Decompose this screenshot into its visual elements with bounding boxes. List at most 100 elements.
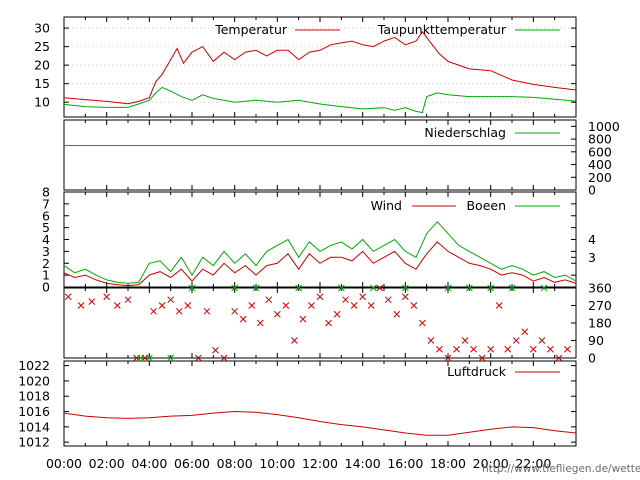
legend-temperatur-label: Temperatur <box>214 22 288 37</box>
y-tick-label-right: 90 <box>588 333 604 348</box>
y-tick-label-right: 1000 <box>588 119 620 134</box>
direction-point <box>512 337 520 344</box>
direction-point <box>461 337 469 344</box>
direction-point <box>384 296 392 304</box>
y-tick-label: 6 <box>42 208 50 223</box>
direction-point <box>158 302 166 309</box>
series-taupunkt <box>63 86 577 114</box>
y-tick-label: 1022 <box>18 358 50 373</box>
y-tick-label-right: 360 <box>588 281 612 296</box>
y-tick-label: 1012 <box>18 435 50 450</box>
direction-point <box>212 346 219 354</box>
direction-point <box>295 284 303 292</box>
legend-luftdruck-label: Luftdruck <box>447 364 507 379</box>
direction-point <box>248 302 256 309</box>
y-tick-label: 25 <box>34 39 50 54</box>
y-tick-label: 30 <box>34 21 50 36</box>
x-tick-label: 08:00 <box>217 456 253 471</box>
direction-point <box>342 296 349 304</box>
y-tick-label-right: 4 <box>588 232 596 247</box>
direction-point <box>508 284 516 292</box>
direction-point <box>137 354 145 362</box>
direction-point <box>401 284 409 292</box>
legend-taupunkt-label: Taupunkttemperatur <box>377 22 507 37</box>
direction-point <box>175 307 183 315</box>
direction-point <box>538 337 546 344</box>
series-temperatur <box>63 30 577 105</box>
direction-point <box>265 296 273 304</box>
y-tick-label-right: 800 <box>588 132 612 147</box>
direction-point <box>444 354 452 362</box>
x-tick-label: 00:00 <box>46 456 82 471</box>
x-tick-label: 04:00 <box>131 456 167 471</box>
y-tick-label: 10 <box>34 95 50 110</box>
y-tick-label: 2 <box>42 256 50 271</box>
direction-point <box>555 354 563 362</box>
x-tick-label: 16:00 <box>387 456 423 471</box>
y-tick-label: 7 <box>42 196 50 211</box>
direction-point <box>564 345 571 353</box>
direction-point <box>367 302 375 309</box>
y-tick-label: 1018 <box>18 389 50 404</box>
x-tick-label: 06:00 <box>174 456 210 471</box>
direction-point <box>273 310 281 318</box>
direction-point <box>359 293 367 301</box>
direction-point <box>487 345 495 353</box>
direction-point <box>308 302 315 309</box>
direction-point <box>77 302 85 309</box>
direction-point <box>465 284 473 292</box>
y-tick-label: 1 <box>42 268 50 283</box>
direction-point <box>504 345 512 353</box>
series-luftdruck <box>63 410 577 436</box>
panel-frame-3 <box>63 287 577 359</box>
y-tick-label: 1014 <box>18 419 50 434</box>
y-tick-label: 0 <box>42 280 50 295</box>
y-tick-label: 3 <box>42 244 50 259</box>
direction-point <box>256 319 264 327</box>
direction-point <box>470 345 477 353</box>
direction-point <box>88 298 96 305</box>
x-tick-label: 22:00 <box>515 456 551 471</box>
direction-point <box>188 284 196 292</box>
series-wind <box>63 241 577 287</box>
direction-point <box>453 345 460 353</box>
legend-wind-label: Wind <box>371 198 402 213</box>
direction-point <box>184 302 192 309</box>
x-tick-label: 14:00 <box>345 456 381 471</box>
y-tick-label: 20 <box>34 58 50 73</box>
direction-point <box>478 354 486 362</box>
direction-point <box>419 319 426 327</box>
direction-point <box>350 302 358 309</box>
direction-point <box>540 284 548 292</box>
direction-point <box>220 354 228 362</box>
legend-niederschlag-label: Niederschlag <box>424 125 506 140</box>
direction-point <box>167 296 175 304</box>
y-tick-label: 4 <box>42 232 50 247</box>
direction-point <box>337 284 345 292</box>
direction-point <box>376 284 384 292</box>
y-tick-label: 8 <box>42 185 50 200</box>
direction-point <box>325 319 332 327</box>
y-tick-label-right: 0 <box>588 351 596 366</box>
direction-point <box>333 310 341 318</box>
direction-point <box>103 293 111 301</box>
y-tick-label-right: 0 <box>588 183 596 198</box>
x-tick-label: 18:00 <box>430 456 466 471</box>
y-tick-label-right: 400 <box>588 157 612 172</box>
x-tick-label: 10:00 <box>259 456 295 471</box>
direction-point <box>124 296 132 304</box>
direction-point <box>239 315 247 323</box>
direction-point <box>145 354 153 362</box>
direction-point <box>393 310 401 318</box>
footer-url[interactable]: http://www.tiefliegen.de/wetter/ <box>482 463 640 475</box>
y-tick-label-right: 270 <box>588 298 612 313</box>
legend-boeen-label: Boeen <box>466 198 506 213</box>
direction-point <box>427 337 435 344</box>
direction-point <box>369 284 377 292</box>
direction-point <box>495 302 503 309</box>
y-tick-label: 1016 <box>18 404 50 419</box>
direction-point <box>252 284 260 292</box>
x-tick-label: 02:00 <box>89 456 125 471</box>
direction-point <box>299 315 307 323</box>
